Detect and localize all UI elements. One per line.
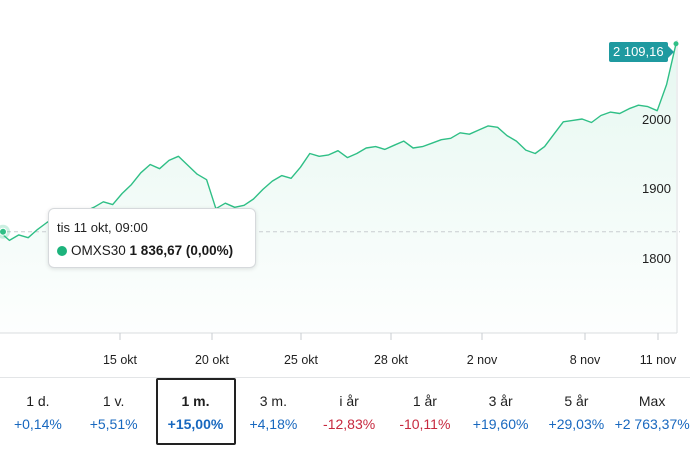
x-tick-label: 28 okt xyxy=(374,353,409,367)
period-change: +4,18% xyxy=(249,416,298,432)
period-label: 5 år xyxy=(564,393,589,409)
tooltip-value: 1 836,67 (0,00%) xyxy=(129,243,234,258)
period-label: 3 år xyxy=(488,393,513,409)
period-change: +0,14% xyxy=(13,416,62,432)
period-change: +2 763,37% xyxy=(614,416,690,432)
period-change: -12,83% xyxy=(323,416,376,432)
series-line xyxy=(0,43,677,242)
x-tick-label: 15 okt xyxy=(103,353,138,367)
period-change: +5,51% xyxy=(89,416,138,432)
tooltip-series-name: OMXS30 xyxy=(71,243,126,258)
period-label: Max xyxy=(638,393,666,409)
price-chart[interactable]: 2000 1900 1800 15 okt 20 okt 25 okt 28 okt 2 no… xyxy=(0,0,690,375)
chart-tooltip: tis 11 okt, 09:00 OMXS30 1 836,67 (0,00%… xyxy=(48,208,256,268)
period-1m[interactable]: 1 m. +15,00% xyxy=(155,378,236,445)
period-label: i år xyxy=(339,393,359,409)
period-3m[interactable]: 3 m. +4,18% xyxy=(236,378,312,445)
y-tick-label: 2000 xyxy=(642,112,671,127)
tooltip-time: tis 11 okt, 09:00 xyxy=(57,220,148,235)
period-label: 1 år xyxy=(412,393,437,409)
hover-point xyxy=(0,227,7,236)
period-label: 1 m. xyxy=(181,393,210,409)
period-change: -10,11% xyxy=(399,416,451,432)
period-ytd[interactable]: i år -12,83% xyxy=(311,378,387,445)
period-3y[interactable]: 3 år +19,60% xyxy=(463,378,539,445)
x-tick-label: 8 nov xyxy=(570,353,601,367)
period-1d[interactable]: 1 d. +0,14% xyxy=(0,378,76,445)
x-tick-label: 25 okt xyxy=(284,353,319,367)
period-max[interactable]: Max +2 763,37% xyxy=(614,378,690,445)
last-price-badge: 2 109,16 xyxy=(609,42,674,62)
x-tick-label: 2 nov xyxy=(467,353,498,367)
period-change: +15,00% xyxy=(167,416,224,432)
period-label: 1 v. xyxy=(102,393,125,409)
area-fill xyxy=(0,43,676,334)
chart-canvas[interactable]: 2000 1900 1800 15 okt 20 okt 25 okt 28 okt 2 no… xyxy=(0,0,690,375)
x-tick-label: 20 okt xyxy=(195,353,230,367)
period-label: 3 m. xyxy=(259,393,287,409)
series-dot-icon xyxy=(57,246,67,256)
last-point xyxy=(673,41,679,47)
period-change: +19,60% xyxy=(472,416,529,432)
y-tick-label: 1800 xyxy=(642,251,671,266)
period-1w[interactable]: 1 v. +5,51% xyxy=(76,378,152,445)
period-change: +29,03% xyxy=(548,416,605,432)
tooltip-row: OMXS30 1 836,67 (0,00%) xyxy=(57,241,247,261)
x-tick-label: 11 nov xyxy=(640,353,677,367)
period-5y[interactable]: 5 år +29,03% xyxy=(539,378,615,445)
period-label: 1 d. xyxy=(26,393,50,409)
y-tick-label: 1900 xyxy=(642,181,671,196)
period-1y[interactable]: 1 år -10,11% xyxy=(387,378,463,445)
period-selector: 1 d. +0,14% 1 v. +5,51% 1 m. +15,00% 3 m. +4… xyxy=(0,377,690,445)
